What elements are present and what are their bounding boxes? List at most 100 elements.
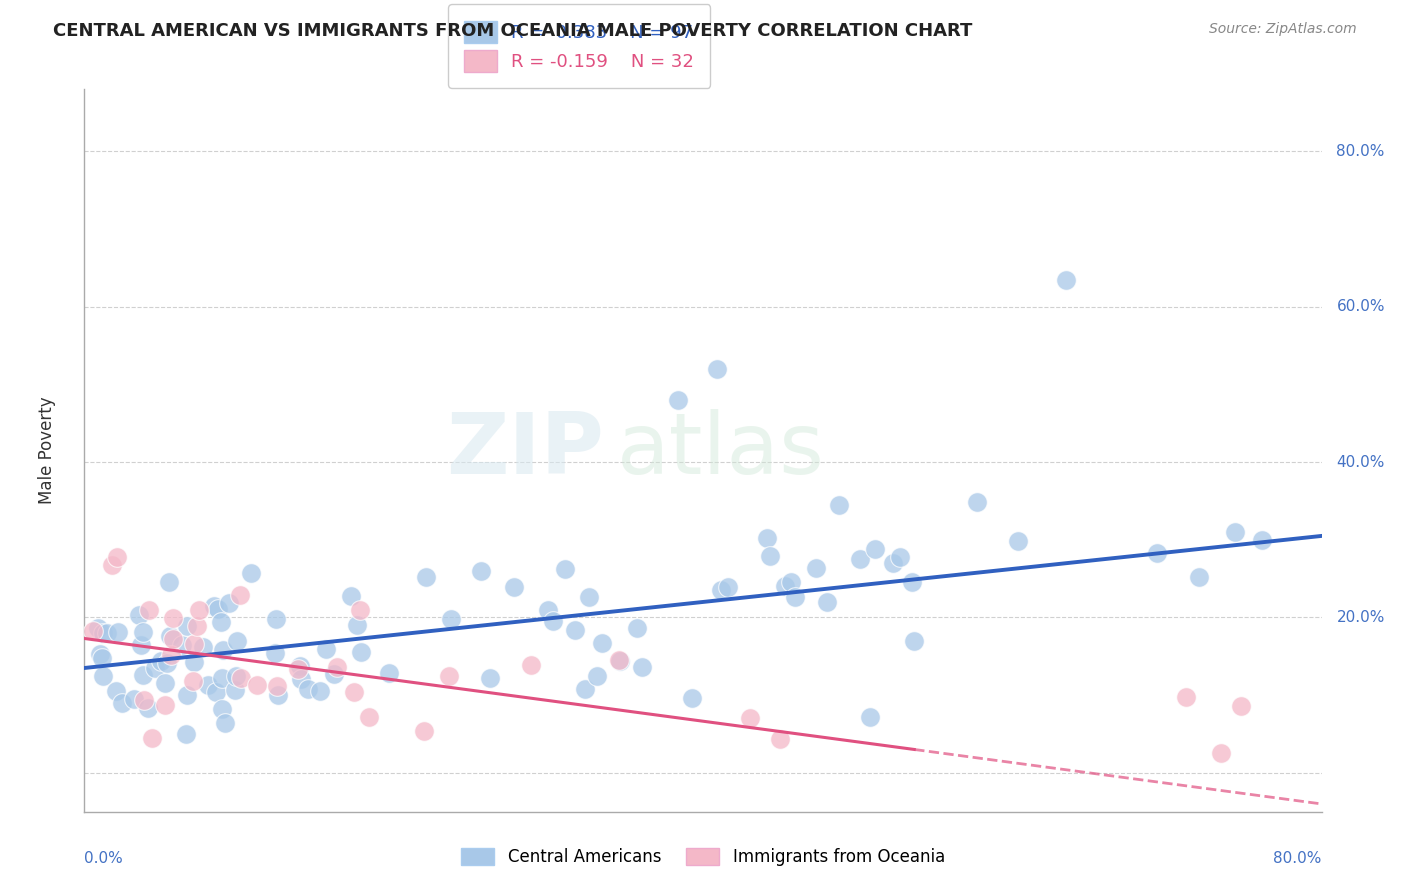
- Point: [865, 541, 887, 556]
- Point: [205, 685, 228, 699]
- Point: [193, 640, 215, 654]
- Point: [218, 596, 240, 610]
- Point: [478, 671, 501, 685]
- Point: [1054, 272, 1077, 286]
- Point: [202, 599, 225, 614]
- Point: [122, 692, 145, 706]
- Point: [1146, 546, 1168, 560]
- Point: [1225, 524, 1247, 539]
- Point: [415, 569, 437, 583]
- Point: [131, 625, 153, 640]
- Point: [564, 623, 586, 637]
- Point: [105, 549, 128, 564]
- Point: [780, 575, 803, 590]
- Point: [666, 392, 689, 407]
- Point: [226, 634, 249, 648]
- Point: [470, 564, 492, 578]
- Point: [266, 612, 288, 626]
- Point: [783, 590, 806, 604]
- Point: [297, 681, 319, 696]
- Point: [90, 651, 112, 665]
- Point: [574, 681, 596, 696]
- Point: [440, 611, 463, 625]
- Point: [176, 688, 198, 702]
- Text: 20.0%: 20.0%: [1337, 610, 1385, 625]
- Text: 80.0%: 80.0%: [1274, 852, 1322, 866]
- Text: 80.0%: 80.0%: [1337, 144, 1385, 159]
- Point: [96, 625, 118, 640]
- Point: [578, 591, 600, 605]
- Point: [89, 647, 111, 661]
- Point: [225, 668, 247, 682]
- Point: [1250, 533, 1272, 548]
- Text: Male Poverty: Male Poverty: [38, 397, 56, 504]
- Point: [156, 656, 179, 670]
- Point: [323, 667, 346, 681]
- Text: ZIP: ZIP: [446, 409, 605, 492]
- Point: [183, 674, 205, 689]
- Text: CENTRAL AMERICAN VS IMMIGRANTS FROM OCEANIA MALE POVERTY CORRELATION CHART: CENTRAL AMERICAN VS IMMIGRANTS FROM OCEA…: [53, 22, 973, 40]
- Point: [246, 678, 269, 692]
- Point: [211, 671, 233, 685]
- Point: [183, 655, 205, 669]
- Point: [107, 625, 129, 640]
- Point: [859, 710, 882, 724]
- Point: [412, 724, 434, 739]
- Point: [717, 580, 740, 594]
- Point: [266, 679, 288, 693]
- Point: [287, 663, 309, 677]
- Point: [1209, 747, 1232, 761]
- Point: [143, 661, 166, 675]
- Point: [828, 498, 851, 512]
- Point: [710, 583, 733, 598]
- Point: [756, 531, 779, 545]
- Point: [159, 629, 181, 643]
- Text: 60.0%: 60.0%: [1337, 299, 1385, 314]
- Point: [1188, 569, 1211, 583]
- Text: 0.0%: 0.0%: [84, 852, 124, 866]
- Point: [343, 685, 366, 699]
- Point: [160, 648, 183, 662]
- Point: [815, 595, 838, 609]
- Point: [1230, 699, 1253, 714]
- Point: [209, 615, 232, 629]
- Point: [197, 678, 219, 692]
- Point: [132, 693, 155, 707]
- Point: [129, 638, 152, 652]
- Point: [591, 636, 613, 650]
- Point: [308, 684, 330, 698]
- Point: [157, 574, 180, 589]
- Point: [889, 549, 911, 564]
- Point: [541, 614, 564, 628]
- Point: [775, 579, 797, 593]
- Point: [882, 556, 904, 570]
- Point: [326, 659, 349, 673]
- Point: [706, 362, 728, 376]
- Point: [586, 668, 609, 682]
- Text: 40.0%: 40.0%: [1337, 455, 1385, 469]
- Point: [503, 581, 526, 595]
- Point: [520, 657, 543, 672]
- Point: [174, 727, 197, 741]
- Point: [100, 558, 122, 572]
- Point: [340, 590, 363, 604]
- Point: [806, 561, 828, 575]
- Point: [626, 621, 648, 635]
- Point: [267, 688, 290, 702]
- Point: [211, 643, 233, 657]
- Point: [172, 638, 194, 652]
- Point: [183, 637, 205, 651]
- Point: [378, 665, 401, 680]
- Point: [211, 701, 233, 715]
- Point: [315, 641, 337, 656]
- Point: [187, 603, 209, 617]
- Point: [111, 697, 134, 711]
- Point: [150, 654, 173, 668]
- Point: [849, 552, 872, 566]
- Point: [288, 658, 311, 673]
- Point: [966, 495, 988, 509]
- Point: [758, 549, 780, 564]
- Point: [91, 625, 114, 640]
- Point: [153, 698, 176, 712]
- Point: [359, 710, 381, 724]
